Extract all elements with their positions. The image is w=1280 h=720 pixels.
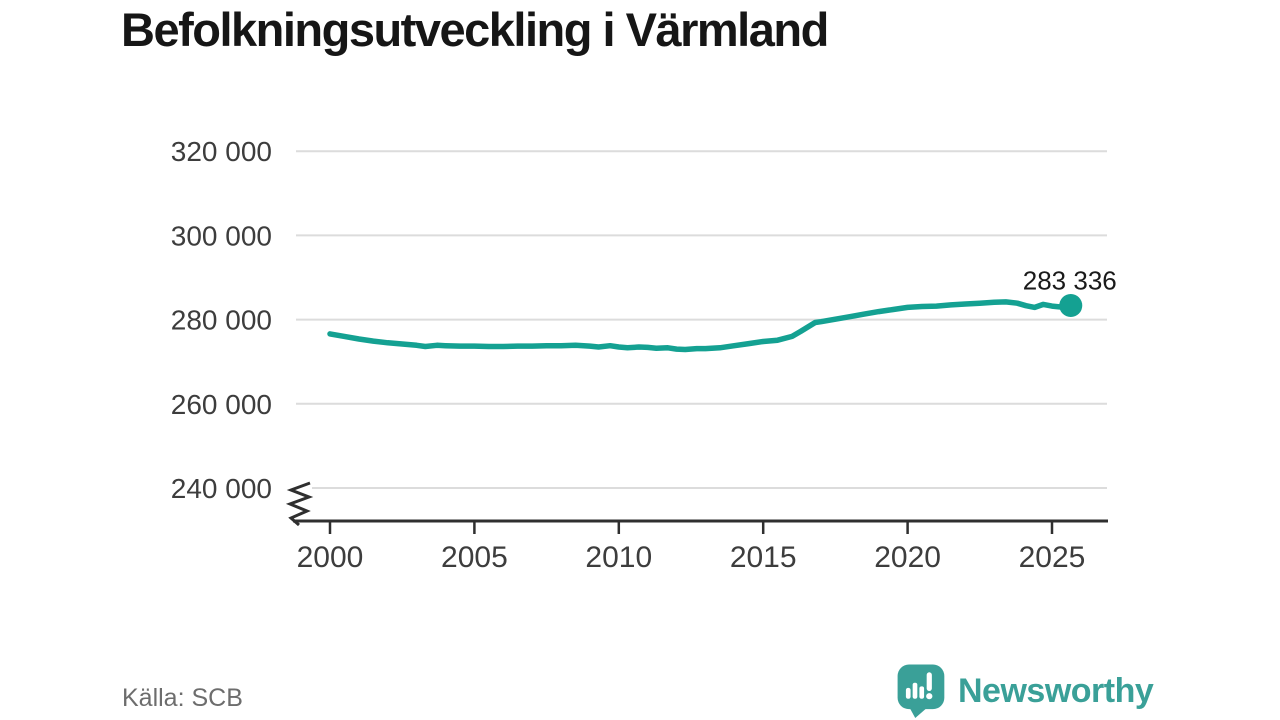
x-tick-label: 2015 [730,541,797,574]
x-tick-label: 2000 [297,541,364,574]
source-note: Källa: SCB [122,684,243,712]
y-axis-break-icon [285,481,314,527]
last-value-label: 283 336 [1023,266,1117,296]
series-layer: 283 336 [327,266,1117,353]
brand-lockup: Newsworthy [897,664,1154,718]
y-tick-label: 300 000 [171,220,272,251]
chart-title: Befolkningsutveckling i Värmland [121,3,829,56]
gridlines [296,150,1107,489]
y-tick-label: 240 000 [171,473,272,504]
chart-canvas: 283 336 240 000 260 000 280 000 300 000 320 … [171,136,1117,574]
x-tick-label: 2020 [874,541,941,574]
y-tick-label: 280 000 [171,305,272,336]
population-line [327,299,1074,353]
brand-name: Newsworthy [958,671,1154,710]
y-tick-label: 320 000 [171,136,272,167]
x-tick-label: 2005 [441,541,508,574]
x-tick-label: 2010 [585,541,652,574]
bar-chart-speech-bubble-icon [897,664,945,718]
last-point-dot [1059,294,1083,318]
x-tick-label: 2025 [1019,541,1086,574]
axis-labels: 240 000 260 000 280 000 300 000 320 000 2000 2… [171,136,1086,574]
x-axis [293,519,1108,534]
y-tick-label: 260 000 [171,389,272,420]
